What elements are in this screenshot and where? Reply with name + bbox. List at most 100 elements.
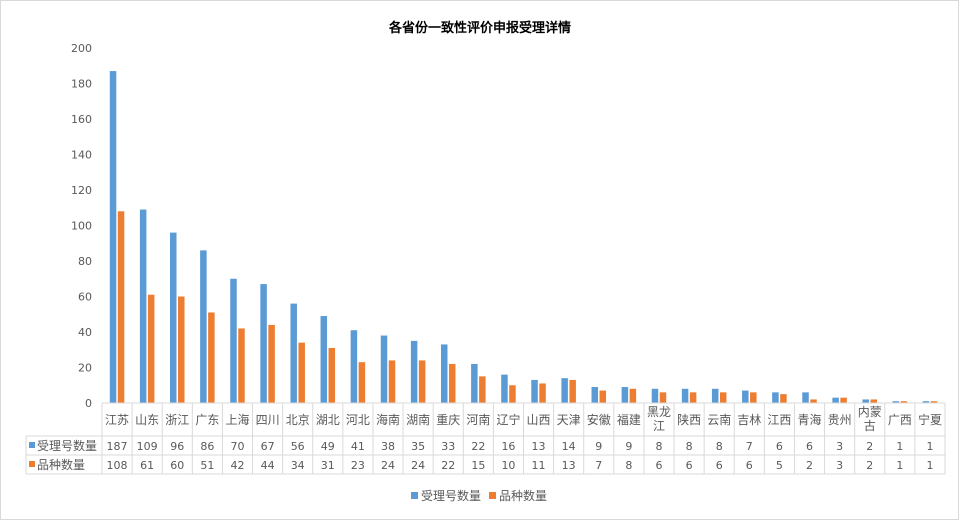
category-label: 安徽	[587, 412, 611, 427]
category-label: 河北	[346, 413, 370, 427]
y-tick-label: 60	[78, 291, 92, 304]
bar-acceptance	[922, 401, 930, 403]
bar-acceptance	[802, 392, 809, 403]
category-label: 云南	[707, 412, 731, 427]
table-cell: 1	[896, 459, 903, 472]
table-cell: 187	[107, 440, 128, 453]
category-label: 北京	[286, 413, 310, 427]
table-cell: 31	[321, 459, 335, 472]
table-cell: 6	[716, 459, 723, 472]
table-cell: 56	[291, 440, 305, 453]
bar-variety	[388, 360, 396, 403]
y-tick-label: 120	[71, 184, 92, 197]
bar-variety	[178, 296, 185, 403]
category-label: 黑龙	[647, 405, 671, 419]
table-cell: 14	[562, 440, 576, 453]
table-row-header: 受理号数量	[37, 438, 97, 453]
bar-acceptance	[109, 71, 117, 403]
table-cell: 3	[836, 440, 843, 453]
bar-acceptance	[410, 340, 418, 403]
bar-acceptance	[320, 316, 328, 403]
table-cell: 2	[866, 459, 873, 472]
bar-acceptance	[621, 387, 629, 403]
bar-acceptance	[742, 390, 749, 403]
table-cell: 9	[595, 440, 602, 453]
table-cell: 44	[261, 459, 275, 472]
bar-variety	[629, 388, 637, 403]
category-label: 江	[653, 419, 665, 433]
bar-variety	[479, 376, 486, 403]
bar-acceptance	[531, 379, 538, 403]
table-cell: 22	[441, 459, 455, 472]
legend-swatch	[411, 492, 418, 499]
y-tick-label: 200	[71, 42, 92, 55]
bar-variety	[358, 362, 366, 403]
y-tick-label: 180	[71, 78, 92, 91]
bar-acceptance	[561, 378, 568, 403]
table-cell: 16	[501, 440, 515, 453]
bar-acceptance	[501, 374, 508, 403]
category-label: 辽宁	[496, 412, 520, 427]
bar-acceptance	[892, 401, 900, 403]
category-label: 青海	[798, 412, 822, 427]
table-cell: 42	[230, 459, 244, 472]
bar-variety	[810, 399, 817, 403]
table-cell: 1	[926, 440, 933, 453]
table-cell: 7	[746, 440, 753, 453]
table-cell: 13	[562, 459, 576, 472]
category-label: 四川	[256, 413, 280, 427]
table-cell: 8	[686, 440, 693, 453]
legend-label: 品种数量	[499, 488, 547, 503]
category-label: 天津	[557, 413, 581, 427]
y-tick-label: 160	[71, 113, 92, 126]
category-label: 福建	[617, 412, 641, 427]
bar-variety	[268, 324, 275, 403]
bar-acceptance	[862, 399, 869, 403]
table-cell: 1	[926, 459, 933, 472]
table-cell: 22	[471, 440, 485, 453]
table-cell: 35	[411, 440, 425, 453]
category-label: 广东	[195, 413, 219, 427]
legend-label: 受理号数量	[421, 488, 481, 503]
category-label: 浙江	[165, 413, 189, 427]
table-cell: 49	[321, 440, 335, 453]
bar-variety	[238, 328, 245, 403]
bar-acceptance	[591, 387, 599, 403]
table-cell: 23	[351, 459, 365, 472]
legend: 受理号数量 品种数量	[411, 488, 547, 503]
table-legend-key	[29, 461, 35, 467]
bar-variety	[328, 347, 336, 403]
bar-variety	[599, 390, 607, 403]
table-cell: 38	[381, 440, 395, 453]
y-tick-label: 0	[85, 397, 92, 410]
table-cell: 10	[501, 459, 515, 472]
bar-acceptance	[772, 392, 779, 403]
table-cell: 61	[140, 459, 154, 472]
category-label: 古	[864, 418, 876, 433]
bar-acceptance	[471, 363, 478, 403]
category-label: 吉林	[737, 413, 761, 427]
bar-variety	[298, 342, 305, 403]
table-cell: 6	[746, 459, 753, 472]
bar-acceptance	[681, 388, 689, 403]
table-cell: 6	[686, 459, 693, 472]
table-cell: 3	[836, 459, 843, 472]
bar-acceptance	[260, 284, 267, 403]
category-label: 上海	[225, 412, 249, 427]
data-table: 江苏 山东 浙江 广东 上海 四川 北京 湖北 河北 海南 湖南 重庆 河南 辽宁 山西 天津 安徽 福建黑龙江陕…	[25, 402, 946, 475]
category-label: 内蒙	[858, 405, 882, 419]
table-cell: 96	[170, 440, 184, 453]
bar-variety	[870, 399, 877, 403]
table-cell: 109	[137, 440, 158, 453]
bar-acceptance	[170, 232, 177, 403]
table-cell: 13	[532, 440, 546, 453]
table-legend-key	[29, 442, 35, 448]
bar-variety	[117, 211, 125, 403]
bar-variety	[569, 379, 576, 403]
bar-acceptance	[711, 388, 719, 403]
table-cell: 6	[776, 440, 783, 453]
table-row-header: 品种数量	[37, 457, 85, 472]
category-label: 湖北	[316, 412, 340, 427]
table-cell: 60	[170, 459, 184, 472]
